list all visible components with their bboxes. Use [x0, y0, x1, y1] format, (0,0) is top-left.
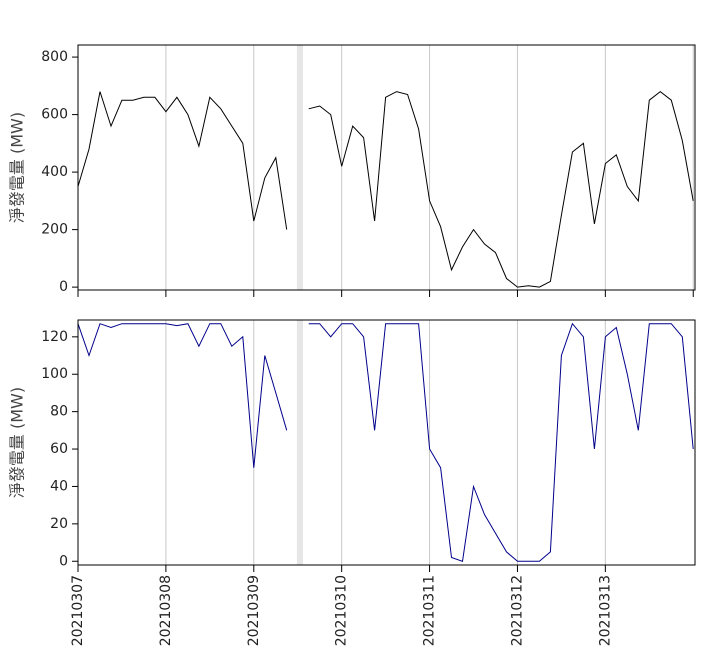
x-tick-label: 20210311 [422, 575, 438, 646]
y-tick-label: 100 [41, 366, 68, 382]
x-tick-label: 20210310 [334, 575, 350, 646]
y-tick-label: 60 [50, 441, 68, 457]
plot-frame [77, 319, 696, 566]
y-tick-label: 600 [41, 107, 68, 123]
data-line [77, 90, 694, 288]
y-tick-label: 800 [41, 49, 68, 65]
y-axis-label: 淨發電量 (MW) [8, 112, 27, 223]
y-tick-label: 120 [41, 329, 68, 345]
x-tick-label: 20210312 [509, 575, 525, 646]
x-tick-label: 20210307 [70, 575, 86, 646]
x-tick-label: 20210309 [246, 575, 262, 646]
plot-frame [77, 44, 696, 291]
y-tick-label: 0 [59, 279, 68, 295]
data-line [77, 322, 694, 562]
y-tick-label: 400 [41, 164, 68, 180]
x-tick-label: 20210308 [158, 575, 174, 646]
y-tick-label: 20 [50, 516, 68, 532]
y-axis-label: 淨發電量 (MW) [8, 387, 27, 498]
y-tick-label: 80 [50, 404, 68, 420]
y-tick-label: 40 [50, 478, 68, 494]
x-tick-label: 20210313 [597, 575, 613, 646]
gap-band [296, 320, 304, 565]
y-tick-label: 200 [41, 222, 68, 238]
y-tick-label: 0 [59, 553, 68, 569]
gap-band [296, 45, 304, 290]
